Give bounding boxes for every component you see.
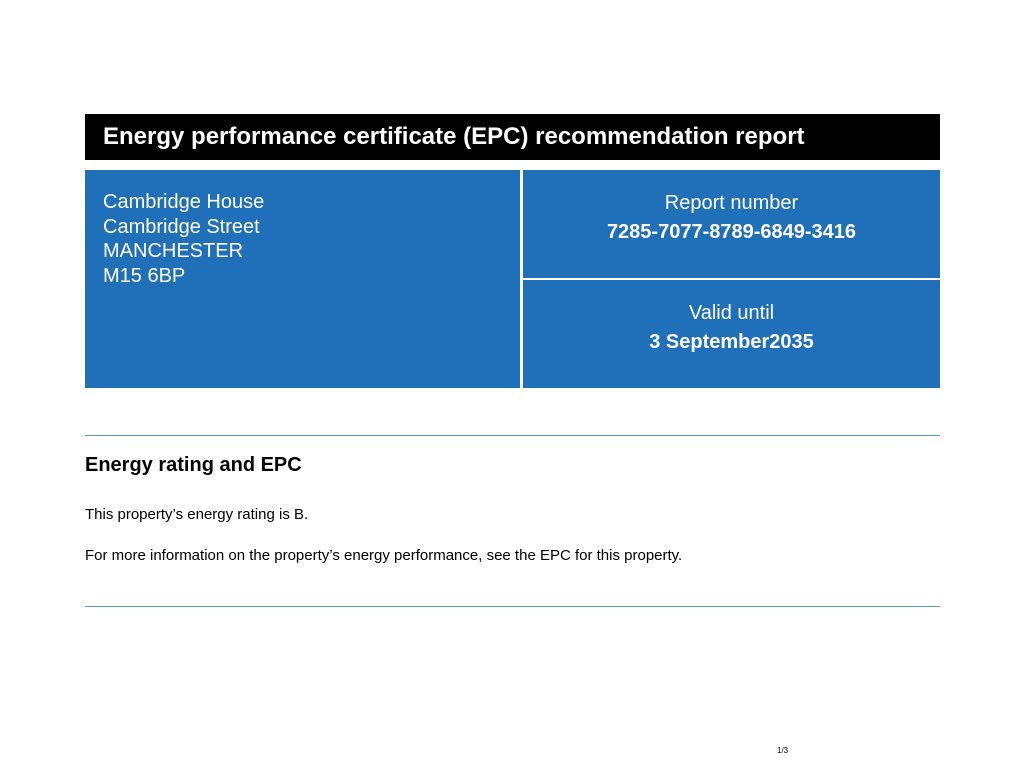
divider <box>85 435 940 436</box>
report-box: Report number 7285-7077-8789-6849-3416 <box>523 170 940 278</box>
paragraph: This property’s energy rating is B. <box>85 506 309 523</box>
page-number: 1/3 <box>777 746 789 755</box>
report-label: Report number <box>664 192 799 214</box>
section-heading: Energy rating and EPC <box>85 454 302 476</box>
valid-date: 3 September2035 <box>649 331 814 353</box>
address: Cambridge House Cambridge Street MANCHES… <box>85 170 520 388</box>
address-line: Cambridge Street <box>103 215 260 238</box>
paragraph: For more information on the property’s e… <box>85 547 683 564</box>
address-line: M15 6BP <box>103 264 186 287</box>
valid-label: Valid until <box>688 302 775 324</box>
report-number: 7285-7077-8789-6849-3416 <box>606 221 857 243</box>
valid-box: Valid until 3 September2035 <box>523 280 940 388</box>
divider <box>85 606 940 607</box>
address-line: Cambridge House <box>103 191 265 213</box>
address-line: MANCHESTER <box>103 240 244 262</box>
title: Energy performance certificate (EPC) rec… <box>85 114 940 160</box>
